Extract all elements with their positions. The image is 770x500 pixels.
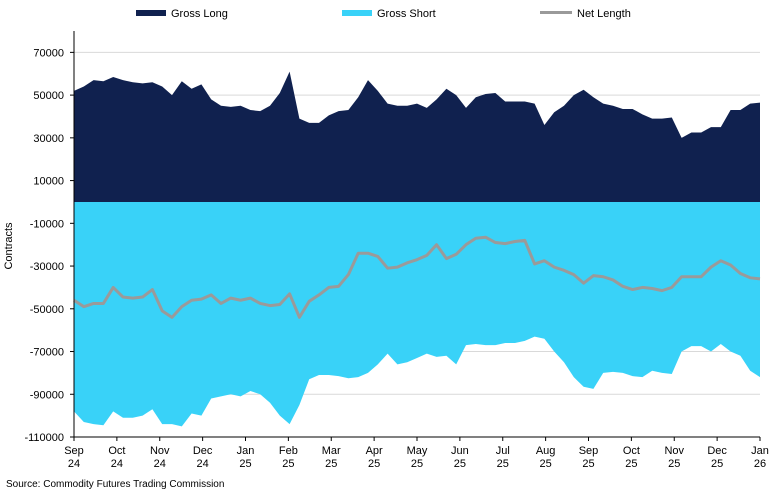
legend-swatch-gross-short [342,10,372,16]
legend-label-gross-long: Gross Long [171,8,228,20]
x-tick-label-month: Apr [366,445,383,457]
y-tick-label: -50000 [30,304,64,316]
legend-swatch-net-length [540,11,572,14]
x-tick-label-month: Nov [664,445,684,457]
x-tick-label-month: Jan [237,445,255,457]
x-tick-label-year: 25 [282,458,294,470]
x-tick-label-month: Dec [193,445,213,457]
y-tick-label: 30000 [33,133,64,145]
x-tick-label-year: 24 [197,458,209,470]
x-tick-label-year: 25 [325,458,337,470]
y-tick-label: -90000 [30,389,64,401]
legend: Gross Long Gross Short Net Length [136,8,631,20]
series-area-gross-short [74,201,760,427]
x-tick-label-month: Jan [751,445,769,457]
plot-area: 70000 50000 30000 10000 -10000 -30000 -50000 -7… [24,31,769,470]
x-tick-label-month: Sep [64,445,84,457]
y-axis-title: Contracts [3,222,15,270]
x-tick-label-year: 24 [111,458,123,470]
x-tick-label-month: Mar [322,445,341,457]
x-tick-label-year: 25 [411,458,423,470]
legend-swatch-gross-long [136,10,166,16]
x-tick-label-year: 24 [154,458,166,470]
y-tick-label: 50000 [33,90,64,102]
y-tick-label: -110000 [24,432,64,444]
x-tick-label-month: Jun [451,445,469,457]
x-tick-label-month: Jul [496,445,510,457]
x-tick-label-year: 25 [497,458,509,470]
x-tick-label-year: 25 [582,458,594,470]
y-tick-label: -70000 [30,347,64,359]
legend-label-net-length: Net Length [577,8,631,20]
x-tick-label-month: Oct [108,445,125,457]
x-tick-label-year: 25 [239,458,251,470]
x-tick-label-year: 25 [625,458,637,470]
x-tick-label-month: Feb [279,445,298,457]
x-tick-label-year: 25 [454,458,466,470]
series-area-gross-long [74,71,760,202]
y-tick-label: 70000 [33,47,64,59]
y-tick-label: -10000 [30,218,64,230]
x-tick-label-year: 25 [368,458,380,470]
x-tick-label-year: 25 [668,458,680,470]
x-tick-label-year: 25 [540,458,552,470]
x-tick-label-month: Oct [623,445,640,457]
x-tick-label-year: 24 [68,458,80,470]
source-note: Source: Commodity Futures Trading Commis… [6,479,225,490]
x-tick-label-month: Dec [707,445,727,457]
legend-label-gross-short: Gross Short [377,8,436,20]
x-tick-label-month: Sep [579,445,599,457]
x-tick-label-month: May [407,445,428,457]
x-tick-label-year: 26 [754,458,766,470]
y-tick-label: 10000 [33,176,64,188]
x-tick-label-month: Aug [536,445,556,457]
y-tick-label: -30000 [30,261,64,273]
x-tick-label-year: 25 [711,458,723,470]
x-tick-label-month: Nov [150,445,170,457]
series-line-net-length [73,235,761,319]
